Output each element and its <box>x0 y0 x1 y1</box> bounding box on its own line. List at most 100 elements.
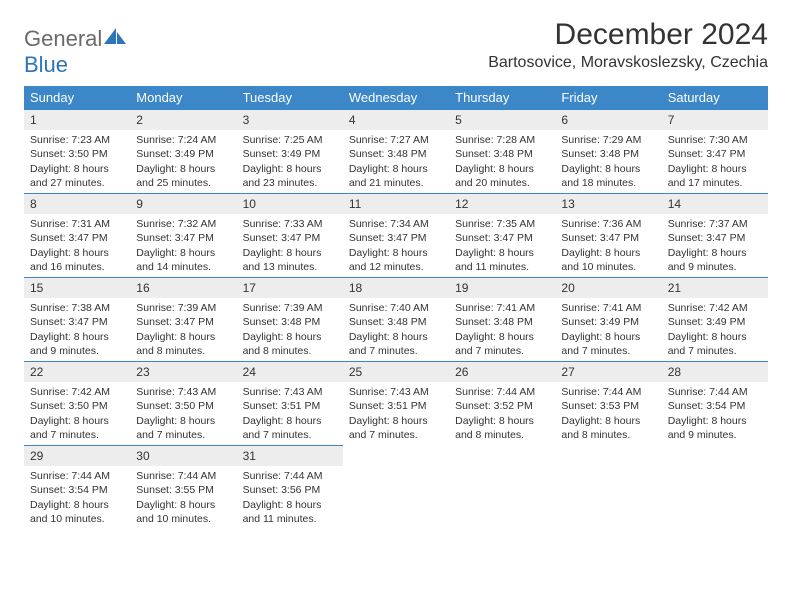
calendar-cell: 29Sunrise: 7:44 AMSunset: 3:54 PMDayligh… <box>24 445 130 529</box>
sunset-line: Sunset: 3:54 PM <box>30 483 124 497</box>
day-number: 21 <box>662 277 768 298</box>
daylight-line-1: Daylight: 8 hours <box>243 414 337 428</box>
sunrise-line: Sunrise: 7:38 AM <box>30 301 124 315</box>
daylight-line-2: and 10 minutes. <box>561 260 655 274</box>
day-number: 6 <box>555 109 661 130</box>
calendar-cell: 9Sunrise: 7:32 AMSunset: 3:47 PMDaylight… <box>130 193 236 277</box>
sunset-line: Sunset: 3:50 PM <box>30 147 124 161</box>
daylight-line-1: Daylight: 8 hours <box>349 330 443 344</box>
sunrise-line: Sunrise: 7:41 AM <box>561 301 655 315</box>
daylight-line-1: Daylight: 8 hours <box>668 162 762 176</box>
sunset-line: Sunset: 3:51 PM <box>243 399 337 413</box>
day-details: Sunrise: 7:39 AMSunset: 3:47 PMDaylight:… <box>130 298 236 361</box>
sunset-line: Sunset: 3:48 PM <box>455 147 549 161</box>
day-details: Sunrise: 7:44 AMSunset: 3:56 PMDaylight:… <box>237 466 343 529</box>
daylight-line-1: Daylight: 8 hours <box>668 330 762 344</box>
calendar-cell: 21Sunrise: 7:42 AMSunset: 3:49 PMDayligh… <box>662 277 768 361</box>
day-number: 2 <box>130 109 236 130</box>
day-number: 12 <box>449 193 555 214</box>
calendar-cell: 10Sunrise: 7:33 AMSunset: 3:47 PMDayligh… <box>237 193 343 277</box>
day-details: Sunrise: 7:31 AMSunset: 3:47 PMDaylight:… <box>24 214 130 277</box>
calendar-cell-empty <box>343 445 449 529</box>
sunrise-line: Sunrise: 7:39 AM <box>136 301 230 315</box>
logo: General Blue <box>24 18 126 78</box>
day-details: Sunrise: 7:33 AMSunset: 3:47 PMDaylight:… <box>237 214 343 277</box>
calendar-cell: 2Sunrise: 7:24 AMSunset: 3:49 PMDaylight… <box>130 109 236 193</box>
calendar-body: 1Sunrise: 7:23 AMSunset: 3:50 PMDaylight… <box>24 109 768 529</box>
daylight-line-2: and 10 minutes. <box>136 512 230 526</box>
logo-text-general: General <box>24 26 102 51</box>
daylight-line-1: Daylight: 8 hours <box>30 246 124 260</box>
day-details: Sunrise: 7:30 AMSunset: 3:47 PMDaylight:… <box>662 130 768 193</box>
daylight-line-2: and 9 minutes. <box>30 344 124 358</box>
daylight-line-2: and 7 minutes. <box>30 428 124 442</box>
daylight-line-2: and 21 minutes. <box>349 176 443 190</box>
daylight-line-2: and 10 minutes. <box>30 512 124 526</box>
daylight-line-1: Daylight: 8 hours <box>30 414 124 428</box>
daylight-line-1: Daylight: 8 hours <box>455 414 549 428</box>
sunrise-line: Sunrise: 7:44 AM <box>455 385 549 399</box>
calendar-cell: 28Sunrise: 7:44 AMSunset: 3:54 PMDayligh… <box>662 361 768 445</box>
daylight-line-1: Daylight: 8 hours <box>561 162 655 176</box>
daylight-line-1: Daylight: 8 hours <box>243 162 337 176</box>
sunset-line: Sunset: 3:56 PM <box>243 483 337 497</box>
day-details: Sunrise: 7:38 AMSunset: 3:47 PMDaylight:… <box>24 298 130 361</box>
day-details: Sunrise: 7:24 AMSunset: 3:49 PMDaylight:… <box>130 130 236 193</box>
sunset-line: Sunset: 3:49 PM <box>561 315 655 329</box>
calendar-row: 22Sunrise: 7:42 AMSunset: 3:50 PMDayligh… <box>24 361 768 445</box>
day-number: 9 <box>130 193 236 214</box>
day-number: 18 <box>343 277 449 298</box>
daylight-line-1: Daylight: 8 hours <box>136 414 230 428</box>
sunrise-line: Sunrise: 7:43 AM <box>349 385 443 399</box>
sunrise-line: Sunrise: 7:29 AM <box>561 133 655 147</box>
calendar-row: 1Sunrise: 7:23 AMSunset: 3:50 PMDaylight… <box>24 109 768 193</box>
day-number: 5 <box>449 109 555 130</box>
day-details: Sunrise: 7:44 AMSunset: 3:54 PMDaylight:… <box>24 466 130 529</box>
calendar-cell: 19Sunrise: 7:41 AMSunset: 3:48 PMDayligh… <box>449 277 555 361</box>
calendar-cell: 17Sunrise: 7:39 AMSunset: 3:48 PMDayligh… <box>237 277 343 361</box>
day-details: Sunrise: 7:25 AMSunset: 3:49 PMDaylight:… <box>237 130 343 193</box>
sunrise-line: Sunrise: 7:35 AM <box>455 217 549 231</box>
daylight-line-2: and 8 minutes. <box>136 344 230 358</box>
sunset-line: Sunset: 3:47 PM <box>136 231 230 245</box>
sunrise-line: Sunrise: 7:34 AM <box>349 217 443 231</box>
day-number: 26 <box>449 361 555 382</box>
day-number: 24 <box>237 361 343 382</box>
daylight-line-2: and 17 minutes. <box>668 176 762 190</box>
sunrise-line: Sunrise: 7:33 AM <box>243 217 337 231</box>
weekday-header: Friday <box>555 86 661 109</box>
day-number: 31 <box>237 445 343 466</box>
day-number: 8 <box>24 193 130 214</box>
day-details: Sunrise: 7:36 AMSunset: 3:47 PMDaylight:… <box>555 214 661 277</box>
calendar-cell: 4Sunrise: 7:27 AMSunset: 3:48 PMDaylight… <box>343 109 449 193</box>
day-number: 19 <box>449 277 555 298</box>
calendar-cell: 14Sunrise: 7:37 AMSunset: 3:47 PMDayligh… <box>662 193 768 277</box>
title-block: December 2024 Bartosovice, Moravskoslezs… <box>488 18 768 72</box>
sunrise-line: Sunrise: 7:39 AM <box>243 301 337 315</box>
calendar-cell: 8Sunrise: 7:31 AMSunset: 3:47 PMDaylight… <box>24 193 130 277</box>
daylight-line-2: and 13 minutes. <box>243 260 337 274</box>
sunrise-line: Sunrise: 7:25 AM <box>243 133 337 147</box>
sunset-line: Sunset: 3:48 PM <box>349 147 443 161</box>
sunset-line: Sunset: 3:47 PM <box>136 315 230 329</box>
sunset-line: Sunset: 3:49 PM <box>243 147 337 161</box>
weekday-header: Monday <box>130 86 236 109</box>
day-number: 30 <box>130 445 236 466</box>
day-number: 25 <box>343 361 449 382</box>
daylight-line-1: Daylight: 8 hours <box>136 330 230 344</box>
daylight-line-1: Daylight: 8 hours <box>30 330 124 344</box>
sunset-line: Sunset: 3:48 PM <box>349 315 443 329</box>
sunrise-line: Sunrise: 7:44 AM <box>561 385 655 399</box>
weekday-header: Wednesday <box>343 86 449 109</box>
calendar-cell: 31Sunrise: 7:44 AMSunset: 3:56 PMDayligh… <box>237 445 343 529</box>
calendar-cell: 20Sunrise: 7:41 AMSunset: 3:49 PMDayligh… <box>555 277 661 361</box>
daylight-line-1: Daylight: 8 hours <box>349 414 443 428</box>
day-number: 22 <box>24 361 130 382</box>
daylight-line-1: Daylight: 8 hours <box>30 162 124 176</box>
location: Bartosovice, Moravskoslezsky, Czechia <box>488 54 768 72</box>
sunset-line: Sunset: 3:51 PM <box>349 399 443 413</box>
daylight-line-1: Daylight: 8 hours <box>561 246 655 260</box>
daylight-line-1: Daylight: 8 hours <box>136 162 230 176</box>
sunset-line: Sunset: 3:48 PM <box>561 147 655 161</box>
daylight-line-2: and 8 minutes. <box>561 428 655 442</box>
